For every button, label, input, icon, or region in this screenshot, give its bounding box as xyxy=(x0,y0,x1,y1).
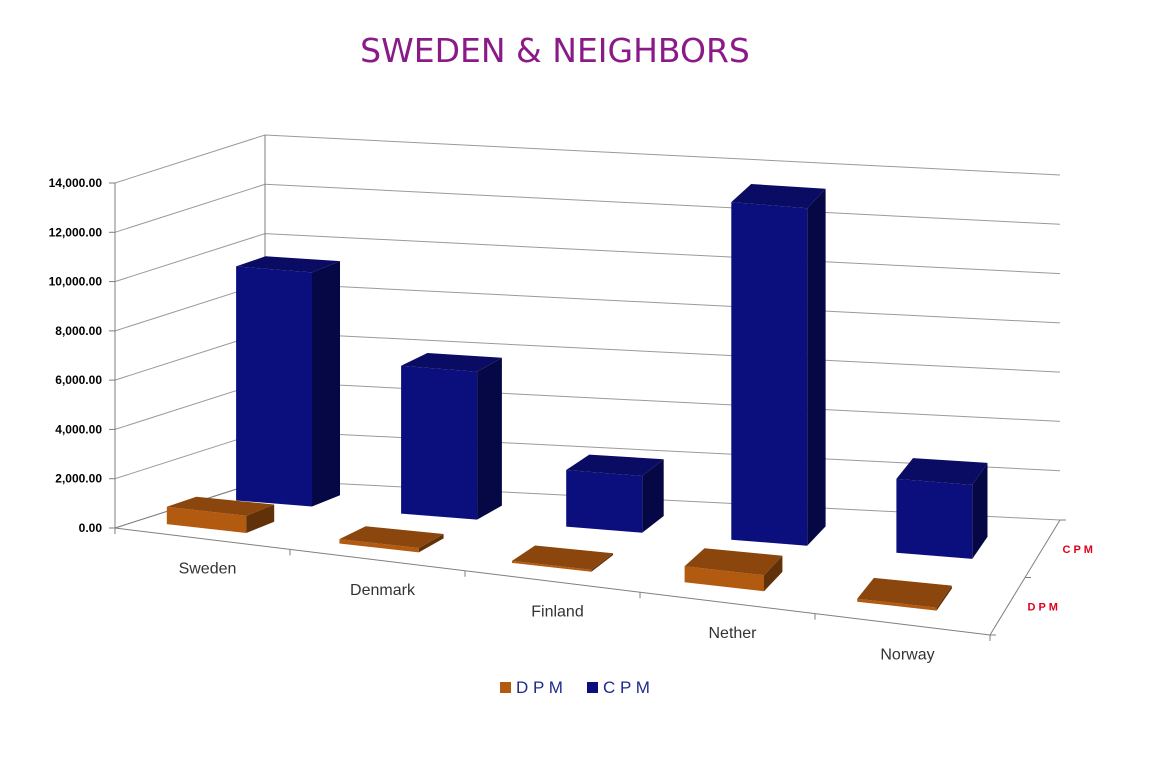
legend-label: D P M xyxy=(516,678,563,697)
y-tick-label: 14,000.00 xyxy=(49,176,103,190)
bar-front-face xyxy=(512,560,592,572)
bar-front-face xyxy=(684,566,764,592)
bars xyxy=(166,184,988,611)
x-tick-label: Finland xyxy=(531,604,583,621)
bar-top-face xyxy=(684,548,783,576)
bar xyxy=(339,526,444,553)
bar-top-face xyxy=(566,454,664,476)
x-tick-label: Nether xyxy=(708,625,757,642)
y-tick-label: 2,000.00 xyxy=(55,472,102,486)
y-tick-label: 10,000.00 xyxy=(49,275,103,289)
depth-axis-label: D P M xyxy=(1028,601,1058,613)
bar-front-face xyxy=(236,266,312,507)
bar-front-face xyxy=(857,598,937,611)
bar xyxy=(566,454,664,533)
legend-label: C P M xyxy=(603,678,650,697)
bar-side-face xyxy=(642,459,664,533)
bar xyxy=(684,548,783,592)
bar-top-face xyxy=(512,545,613,570)
bar-side-face xyxy=(807,188,826,546)
bar-front-face xyxy=(896,478,973,559)
bar-side-face xyxy=(312,261,340,507)
bar-top-face xyxy=(166,496,275,516)
gridline xyxy=(114,183,1061,233)
bar xyxy=(731,184,826,546)
bar xyxy=(166,496,275,533)
bar-front-face xyxy=(731,202,808,546)
legend-swatch xyxy=(500,682,511,693)
bar-front-face xyxy=(166,506,247,533)
bar-top-face xyxy=(731,184,826,209)
x-tick-label: Sweden xyxy=(179,561,237,578)
gridline xyxy=(114,134,1061,184)
bar-top-face xyxy=(857,577,952,608)
x-axis-labels: Sweden Denmark Finland Nether Norway xyxy=(179,561,935,664)
x-tick-label: Denmark xyxy=(350,582,416,599)
bar xyxy=(857,577,952,611)
depth-axis-labels: D P M C P M xyxy=(1028,544,1093,614)
y-axis-labels: 0.00 2,000.00 4,000.00 6,000.00 8,000.00 10,0… xyxy=(49,176,103,535)
bar-side-face xyxy=(764,555,783,592)
bar xyxy=(896,458,988,559)
bar-side-face xyxy=(936,585,952,611)
bar-top-face xyxy=(339,526,444,548)
x-tick-label: Norway xyxy=(880,646,934,663)
axes xyxy=(109,135,1066,641)
depth-axis-label: C P M xyxy=(1063,544,1093,556)
y-tick-label: 4,000.00 xyxy=(55,422,102,436)
x-axis-line xyxy=(114,527,991,636)
bar-side-face xyxy=(972,462,988,559)
bar-side-face xyxy=(477,357,502,520)
y-tick-label: 8,000.00 xyxy=(55,324,102,338)
y-tick-label: 12,000.00 xyxy=(49,225,103,239)
y-tick-label: 0.00 xyxy=(79,521,103,535)
bar-side-face xyxy=(246,504,275,533)
bar-top-face xyxy=(401,353,502,372)
bar xyxy=(401,353,502,520)
legend-swatch xyxy=(587,682,598,693)
bar-front-face xyxy=(339,539,419,553)
bar xyxy=(512,545,613,572)
bar-front-face xyxy=(566,470,643,533)
bar xyxy=(236,256,340,507)
bar-side-face xyxy=(591,553,613,572)
bar-front-face xyxy=(401,365,478,520)
chart-title: SWEDEN & NEIGHBORS xyxy=(360,31,750,70)
y-tick-label: 6,000.00 xyxy=(55,373,102,387)
bar-top-face xyxy=(236,256,340,273)
bar-side-face xyxy=(418,534,444,553)
bar-top-face xyxy=(896,458,988,485)
